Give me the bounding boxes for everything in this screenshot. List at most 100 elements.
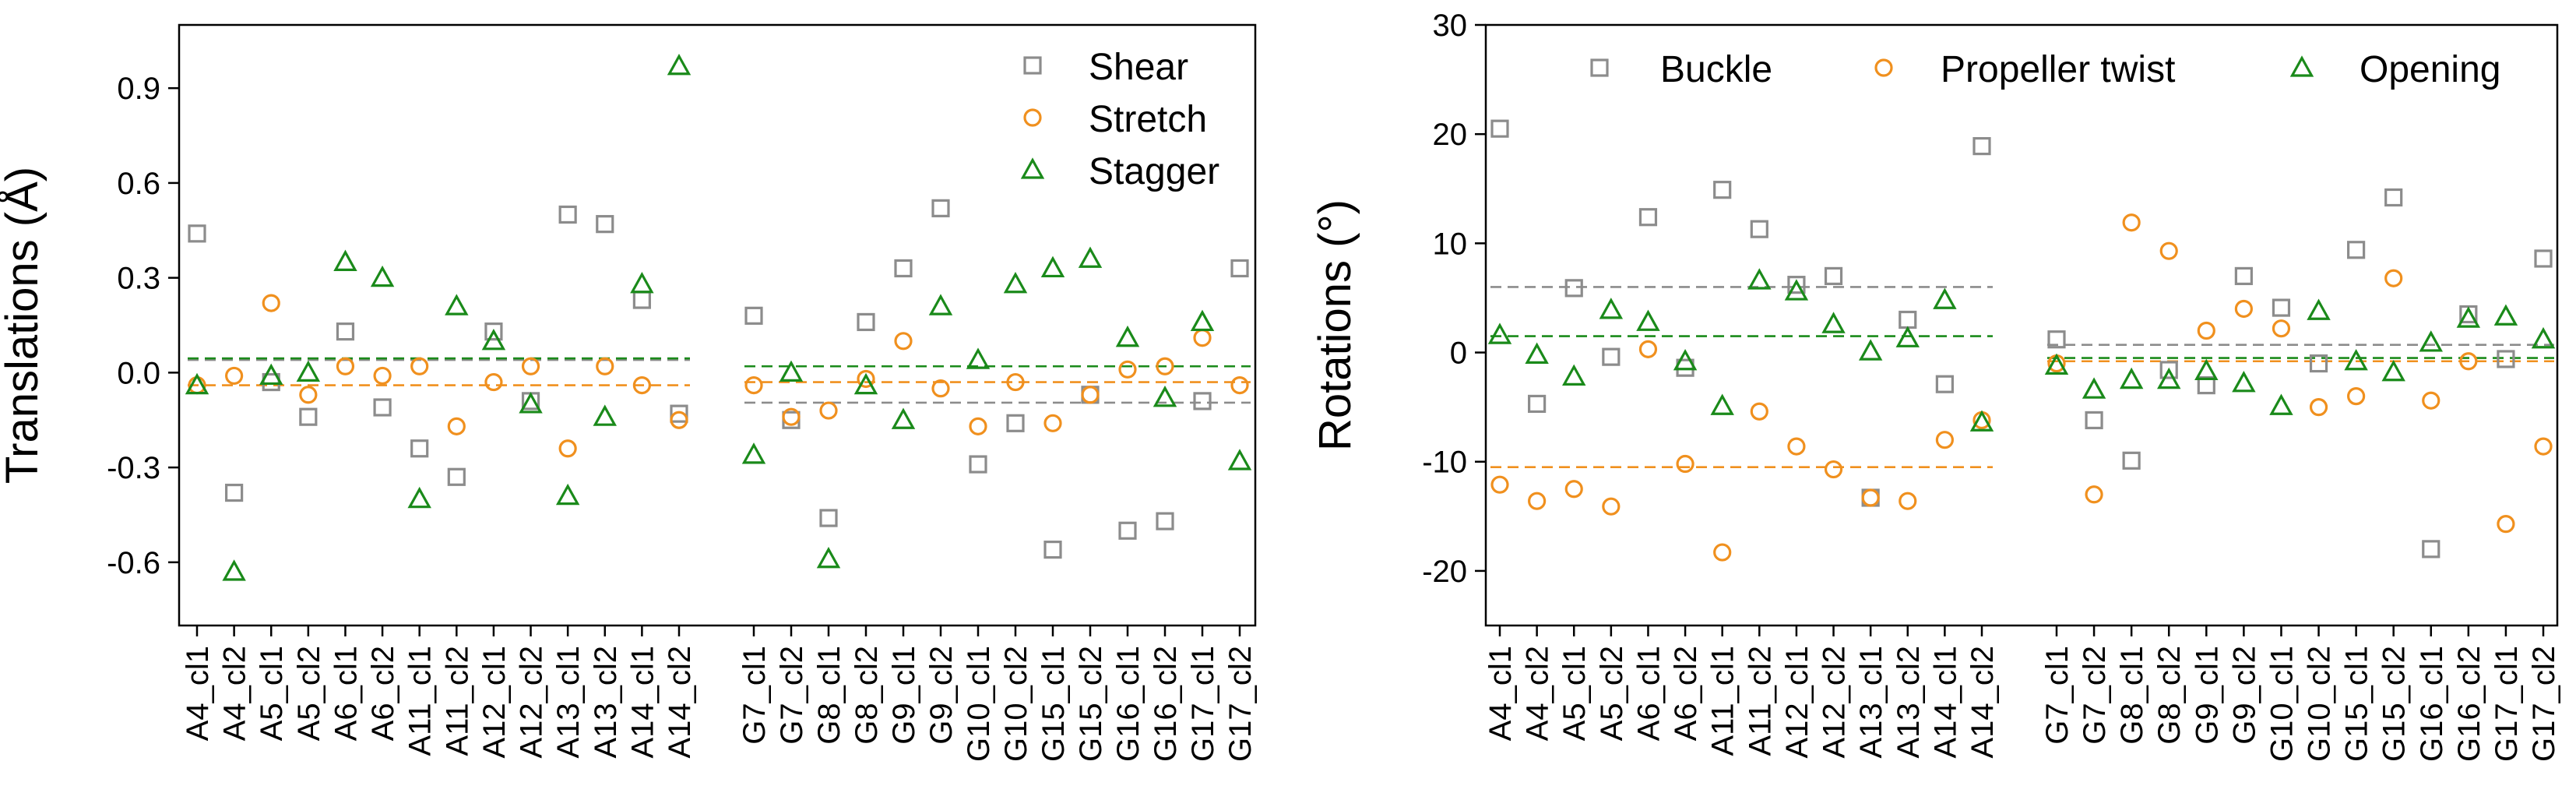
- point-buckle: [2347, 241, 2366, 259]
- point-opening: [2082, 377, 2106, 399]
- x-tick-label: A5_cl2: [1595, 646, 1629, 741]
- point-shear: [336, 322, 355, 341]
- point-propeller-twist: [2459, 352, 2478, 371]
- legend-marker-buckle: [1590, 58, 1609, 77]
- x-tick-label: G17_cl1: [1186, 646, 1220, 762]
- legend-label-buckle: Buckle: [1660, 49, 1772, 90]
- point-buckle: [1528, 394, 1547, 414]
- point-shear: [744, 306, 763, 325]
- point-buckle: [2272, 298, 2291, 317]
- point-stretch: [1156, 357, 1174, 375]
- x-tick-label: G17_cl2: [2527, 646, 2561, 762]
- x-tick-label: A6_cl2: [366, 646, 400, 741]
- x-tick-label: A6_cl1: [1631, 646, 1666, 741]
- point-shear: [1006, 414, 1025, 432]
- point-propeller-twist: [1713, 543, 1732, 562]
- point-propeller-twist: [2534, 437, 2553, 456]
- point-opening: [2232, 371, 2256, 393]
- point-buckle: [2422, 540, 2441, 559]
- y-tick-label: -10: [1422, 446, 1467, 480]
- x-tick-label: A12_cl2: [1818, 646, 1852, 759]
- point-stretch: [596, 357, 614, 375]
- point-propeller-twist: [2085, 485, 2103, 504]
- point-opening: [1784, 279, 1809, 301]
- x-tick-label: G7_cl2: [2078, 646, 2112, 745]
- point-propeller-twist: [2347, 387, 2366, 406]
- point-stretch: [1118, 360, 1137, 379]
- point-opening: [1933, 287, 1957, 309]
- point-shear: [1230, 259, 1249, 278]
- point-propeller-twist: [2197, 321, 2215, 340]
- point-opening: [1710, 393, 1734, 415]
- y-tick-label: 10: [1433, 227, 1468, 261]
- point-shear: [931, 199, 950, 217]
- y-tick-label: 30: [1433, 9, 1468, 43]
- point-stretch: [857, 369, 875, 389]
- y-tick-label: -0.6: [107, 546, 160, 580]
- y-tick-label: 20: [1433, 118, 1468, 152]
- point-stagger: [853, 372, 878, 395]
- point-buckle: [2234, 266, 2253, 286]
- point-propeller-twist: [1861, 488, 1880, 507]
- x-tick-label: G17_cl1: [2490, 646, 2524, 762]
- x-tick-label: G7_cl1: [737, 646, 772, 745]
- point-propeller-twist: [1676, 454, 1694, 474]
- point-stretch: [373, 366, 392, 386]
- point-shear: [670, 404, 688, 423]
- point-opening: [1673, 348, 1698, 371]
- point-propeller-twist: [2384, 269, 2403, 287]
- point-propeller-twist: [1602, 497, 1621, 516]
- legend: Buckle Propeller twist Opening: [1590, 49, 2500, 90]
- x-tick-label: G8_cl2: [2152, 646, 2187, 745]
- point-shear: [484, 322, 503, 341]
- point-propeller-twist: [2272, 319, 2291, 338]
- point-stagger: [333, 249, 357, 271]
- point-stagger: [966, 347, 991, 369]
- point-opening: [1525, 342, 1549, 364]
- point-stagger: [928, 294, 953, 315]
- point-stagger: [667, 53, 692, 76]
- point-stretch: [558, 439, 577, 458]
- x-tick-label: A13_cl2: [1892, 646, 1926, 759]
- point-opening: [2157, 367, 2181, 389]
- point-buckle: [1602, 347, 1621, 366]
- point-buckle: [2197, 376, 2215, 395]
- point-propeller-twist: [1750, 402, 1768, 421]
- point-stretch: [521, 357, 540, 375]
- legend-marker-shear: [1023, 56, 1042, 75]
- point-stretch: [336, 357, 355, 375]
- x-tick-label: G15_cl1: [1036, 646, 1071, 762]
- point-stretch: [299, 386, 318, 404]
- x-tick-label: A11_cl1: [1706, 646, 1740, 756]
- point-stretch: [262, 294, 280, 312]
- point-buckle: [1899, 310, 1917, 329]
- x-tick-label: A11_cl2: [440, 646, 474, 756]
- x-tick-label: G8_cl1: [812, 646, 846, 745]
- x-tick-label: G7_cl1: [2040, 646, 2075, 745]
- point-buckle: [1750, 220, 1768, 238]
- x-tick-label: G15_cl2: [2377, 646, 2412, 762]
- x-tick-label: A12_cl2: [515, 646, 549, 759]
- y-tick-label: 0.0: [117, 356, 160, 390]
- point-buckle: [2497, 350, 2515, 368]
- legend-label-stretch: Stretch: [1089, 99, 1207, 140]
- point-shear: [299, 407, 318, 426]
- x-tick-label: G16_cl1: [1111, 646, 1145, 762]
- x-tick-label: G15_cl1: [2340, 646, 2374, 762]
- x-tick-label: A6_cl1: [329, 646, 363, 741]
- x-tick-label: G9_cl1: [2190, 646, 2224, 745]
- point-stretch: [969, 417, 987, 435]
- point-shear: [558, 205, 577, 224]
- point-opening: [2344, 348, 2368, 371]
- x-tick-label: G16_cl1: [2415, 646, 2449, 762]
- legend-label-opening: Opening: [2360, 49, 2500, 90]
- x-tick-label: A13_cl1: [1854, 646, 1888, 759]
- point-stagger: [816, 546, 841, 569]
- point-stagger: [259, 363, 283, 386]
- point-buckle: [2309, 354, 2328, 373]
- point-stretch: [744, 376, 763, 395]
- point-opening: [2531, 326, 2556, 349]
- point-buckle: [1638, 208, 1658, 227]
- point-opening: [1821, 312, 1846, 333]
